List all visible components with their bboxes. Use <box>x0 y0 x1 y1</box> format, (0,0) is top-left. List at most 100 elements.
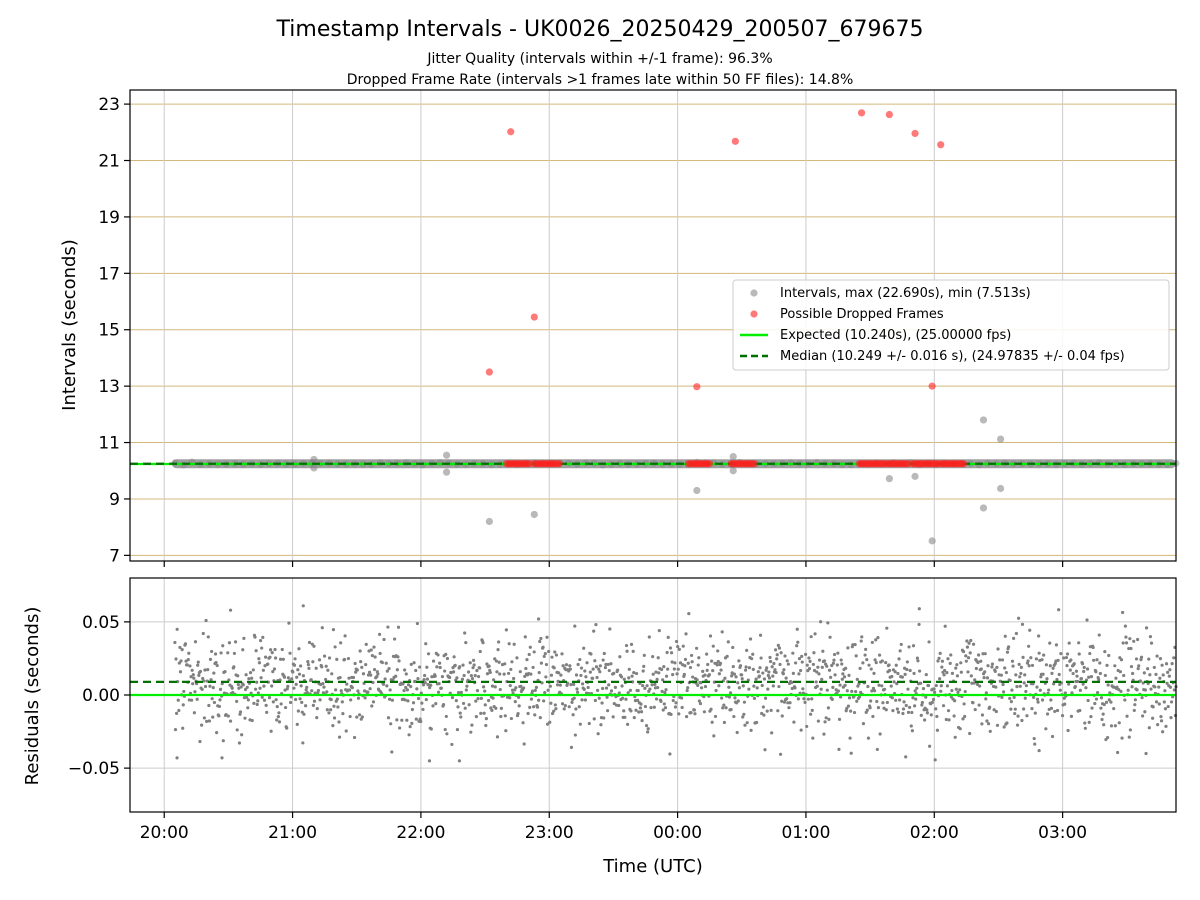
residual-point <box>407 733 411 737</box>
residual-point <box>245 685 249 689</box>
residual-point <box>270 684 274 688</box>
residual-point <box>424 642 428 646</box>
interval-outlier-point-3 <box>310 464 318 472</box>
residual-point <box>1106 683 1110 687</box>
residual-point <box>986 664 990 668</box>
residual-point <box>822 732 826 736</box>
legend-intervals-marker <box>750 289 758 297</box>
residual-point <box>955 674 960 678</box>
dropped-frame-point <box>960 460 968 468</box>
residual-point <box>253 635 257 639</box>
residual-point <box>1129 646 1133 651</box>
residual-point <box>998 658 1002 662</box>
residual-point <box>329 708 333 712</box>
residuals-y-axis-label: Residuals (seconds) <box>22 607 43 786</box>
residual-point <box>1105 663 1109 667</box>
residual-point <box>673 705 678 709</box>
residual-point <box>1058 688 1062 692</box>
residual-point <box>415 621 420 626</box>
residual-point <box>897 698 902 702</box>
residual-point <box>1020 622 1025 626</box>
residual-point <box>901 707 906 711</box>
residual-point <box>854 654 858 658</box>
residual-point <box>275 718 279 722</box>
residual-point <box>949 653 953 657</box>
residual-point <box>1005 721 1009 725</box>
residual-point <box>1030 663 1035 668</box>
residual-point <box>718 661 723 665</box>
residual-point <box>472 663 476 667</box>
residual-point <box>783 654 787 658</box>
residual-point <box>1102 702 1106 707</box>
residual-point <box>431 704 435 708</box>
residual-point <box>196 660 200 664</box>
residual-point <box>582 687 586 691</box>
residual-point <box>671 673 675 677</box>
residual-point <box>967 641 971 645</box>
residual-point <box>247 677 251 681</box>
residual-point <box>961 649 966 654</box>
residual-point <box>355 668 359 672</box>
residual-point <box>976 660 980 665</box>
residual-point <box>707 673 711 677</box>
residual-point <box>436 690 441 694</box>
residual-point <box>481 641 485 645</box>
residual-point <box>552 666 556 670</box>
residual-point <box>1039 675 1043 679</box>
residual-point <box>226 651 230 655</box>
residual-point <box>777 684 781 689</box>
residual-point <box>880 684 884 688</box>
interval-outlier-point-1 <box>442 468 451 476</box>
residual-point <box>847 673 851 677</box>
residual-point <box>638 706 643 710</box>
intervals-plot-frame <box>129 89 1177 562</box>
residual-point <box>1035 697 1040 701</box>
residual-point <box>1143 688 1148 692</box>
residual-point <box>918 669 922 673</box>
residual-point <box>1090 706 1094 710</box>
residual-point <box>636 698 640 702</box>
residual-point <box>800 654 804 658</box>
residual-point <box>312 699 317 703</box>
residual-point <box>1009 700 1013 704</box>
residual-point <box>847 696 852 700</box>
residual-point <box>471 666 475 670</box>
residual-point <box>340 700 344 704</box>
residual-point <box>691 675 695 679</box>
residual-point <box>776 709 780 713</box>
residual-point <box>627 676 631 680</box>
residual-point <box>1015 685 1019 689</box>
residual-point <box>569 682 573 687</box>
residual-point <box>624 643 629 648</box>
residual-point <box>871 714 875 719</box>
dropped-frame-outlier-9 <box>928 382 936 390</box>
residual-point <box>532 705 536 709</box>
residual-point <box>1048 641 1052 645</box>
residual-point <box>548 684 552 688</box>
residual-point <box>767 676 772 680</box>
residual-point <box>1102 723 1106 727</box>
residual-point <box>331 724 335 728</box>
residuals-reference-lines <box>130 680 1176 697</box>
residual-point <box>642 664 646 668</box>
residual-point <box>1047 688 1051 692</box>
residual-point <box>270 651 274 655</box>
residual-point <box>1081 682 1085 686</box>
residual-point <box>643 704 648 709</box>
residual-point <box>499 706 503 710</box>
residual-point <box>191 682 195 686</box>
residual-point <box>411 701 416 705</box>
residual-point <box>530 689 535 693</box>
residual-point <box>1100 717 1104 722</box>
residual-point <box>607 683 611 687</box>
interval-outlier-point-15 <box>996 484 1005 493</box>
residual-point <box>451 670 456 674</box>
residual-point <box>839 695 843 699</box>
residual-point <box>903 672 907 676</box>
residual-point <box>983 670 987 674</box>
residual-point <box>483 703 487 707</box>
residual-point <box>923 718 927 722</box>
intervals-y-axis-label: Intervals (seconds) <box>59 239 80 411</box>
residual-point <box>177 708 181 713</box>
residual-point <box>774 670 778 675</box>
